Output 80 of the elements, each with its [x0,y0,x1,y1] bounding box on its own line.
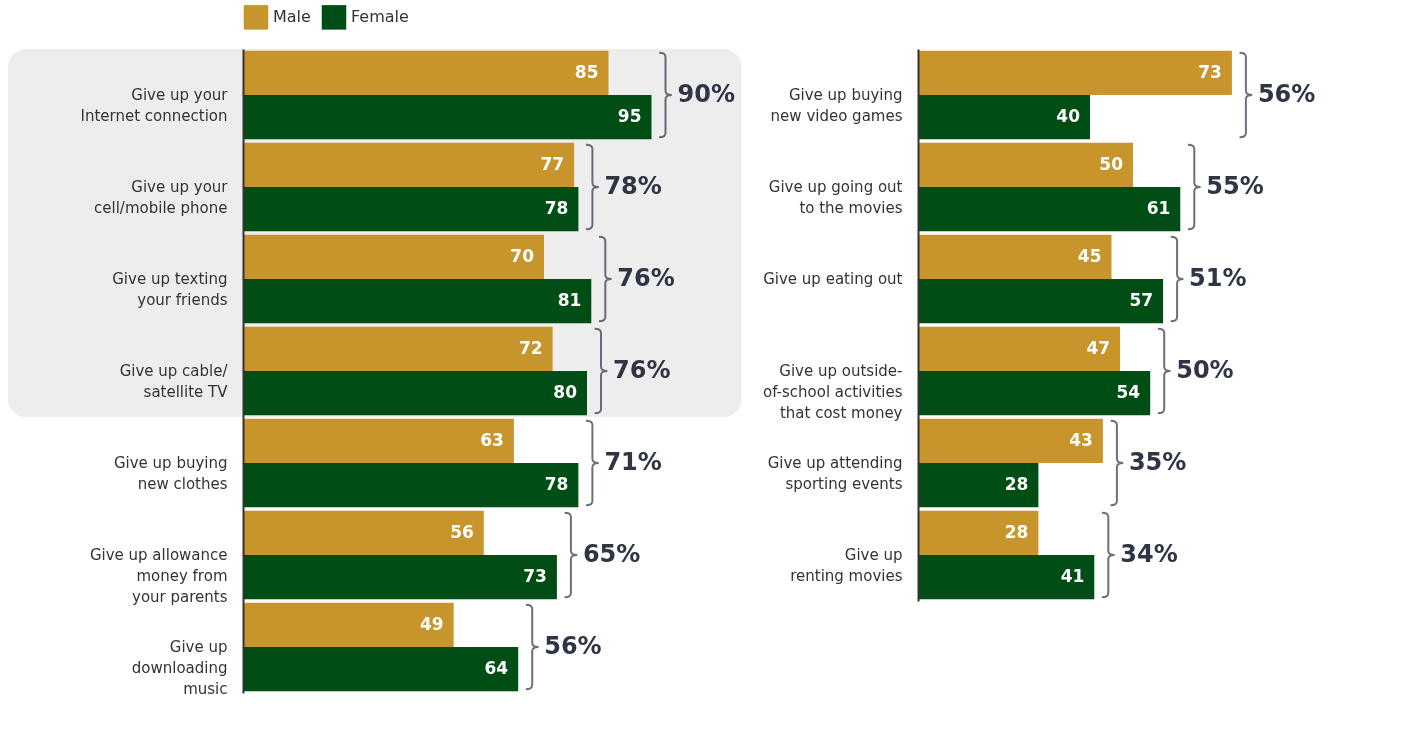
bar [243,326,553,371]
data-label: 28 [1004,474,1029,495]
bar [243,50,609,95]
bar [918,555,1095,600]
y-tick-label: Give up allowance money from your parents [89,546,228,606]
bar [243,463,579,508]
annotation: 65% [582,540,641,568]
legend-label: Male [273,7,311,27]
legend-label: Female [351,7,409,27]
bar [918,326,1121,371]
data-label: 95 [617,106,642,127]
data-label: 73 [1198,61,1222,82]
data-label: 41 [1060,566,1085,587]
y-tick-label: Give up buying new clothes [113,454,228,493]
bar [918,510,1039,555]
annotation: 55% [1206,172,1264,200]
data-label: 70 [510,245,535,266]
annotation: 34% [1120,540,1178,568]
data-label: 54 [1116,382,1141,403]
y-tick-label: Give up attending sporting events [767,454,903,493]
annotation: 76% [613,356,671,384]
annotation: 56% [544,632,602,660]
data-label: 81 [557,290,582,311]
bar [918,95,1090,140]
data-label: 61 [1146,198,1171,219]
bar [243,371,587,416]
bar [918,50,1232,95]
y-tick-label: Give up outside- of-school activities that cost money [762,362,903,422]
bar [918,142,1133,187]
bar [243,602,454,647]
text: 90% [677,80,735,108]
bar [243,510,484,555]
bar [243,279,592,324]
data-label: 40 [1056,106,1081,127]
bar [918,234,1112,279]
data-label: 80 [553,382,578,403]
y-tick-label: Give up renting movies [790,546,903,585]
data-label: 49 [420,613,444,634]
annotation: 71% [604,448,662,476]
y-tick-label: Give up your cell/mobile phone [94,178,229,217]
data-label: 78 [544,474,569,495]
data-label: 73 [523,566,547,587]
data-label: 56 [450,521,474,542]
annotation: 78% [604,172,662,200]
data-label: 43 [1069,429,1093,450]
data-label: 47 [1086,337,1111,358]
bar [243,234,544,279]
data-label: 85 [574,61,599,82]
data-label: 64 [484,658,509,679]
annotation: 51% [1189,264,1247,292]
data-label: 63 [480,429,504,450]
y-tick-label: Give up going out to the movies [768,178,903,217]
annotation: 50% [1176,356,1234,384]
data-label: 28 [1004,521,1029,542]
data-label: 57 [1129,290,1154,311]
y-tick-label: Give up eating out [763,270,903,288]
bar [243,418,514,463]
bar [243,95,652,140]
bar [918,463,1039,508]
text: 56% [1257,80,1316,108]
annotation: 35% [1128,448,1187,476]
bar [243,187,579,232]
annotation: 76% [617,264,675,292]
bar [918,187,1181,232]
data-label: 78 [544,198,569,219]
data-label: 45 [1077,245,1102,266]
bar [243,647,519,692]
y-tick-label: Give up cable/ satellite TV [119,362,229,401]
y-tick-label: Give up texting your friends [112,270,228,309]
bar [243,555,557,600]
data-label: 77 [540,153,565,174]
data-label: 72 [518,337,543,358]
y-tick-label: Give up your Internet connection [80,86,229,125]
bar [918,371,1151,416]
data-label: 50 [1099,153,1124,174]
y-tick-label: Give up buying new video games [770,86,903,125]
bar [243,142,575,187]
y-tick-label: Give up downloading music [131,638,228,698]
bar [918,418,1103,463]
bar [918,279,1164,324]
